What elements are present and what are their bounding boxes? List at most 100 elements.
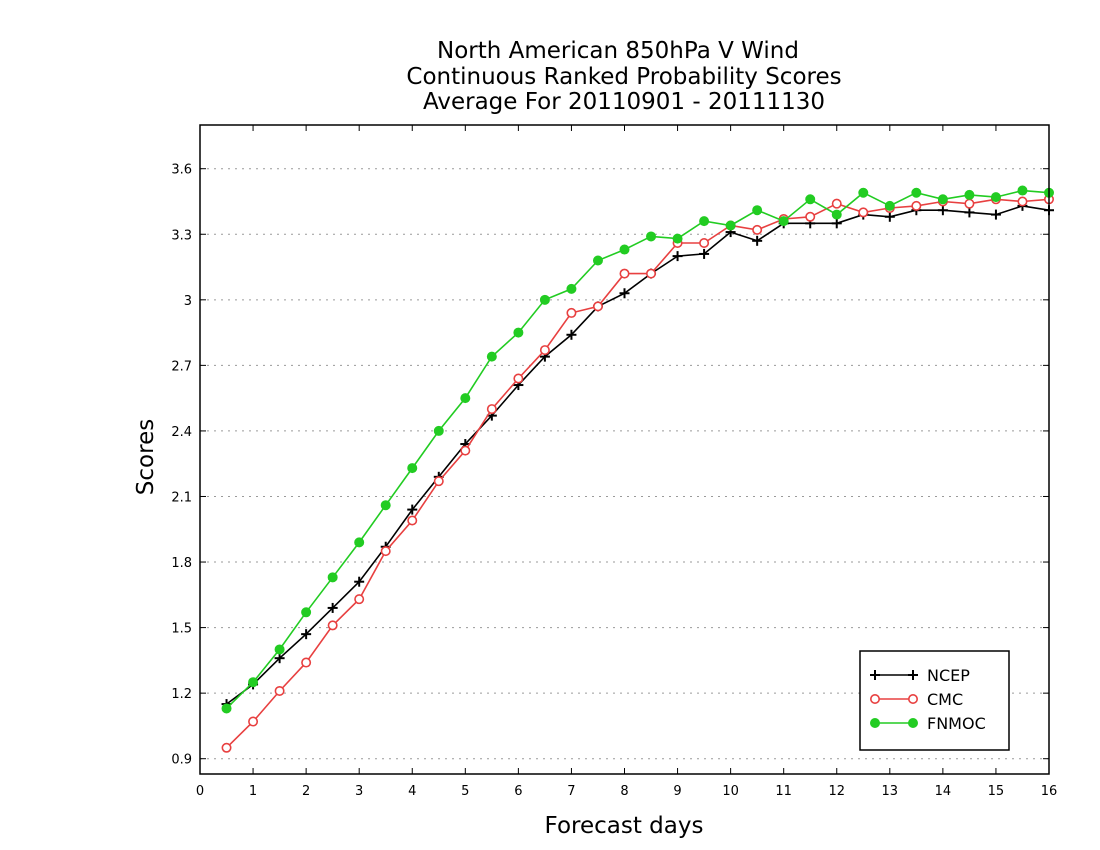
data-point-fnmoc xyxy=(990,192,1001,203)
chart-title-line-3: Average For 20110901 - 20111130 xyxy=(423,89,825,115)
data-point-cmc xyxy=(513,373,524,384)
data-point-fnmoc xyxy=(699,216,710,227)
legend-marker xyxy=(908,670,918,680)
y-tick-label: 1.2 xyxy=(171,687,192,702)
data-point-ncep xyxy=(354,576,365,587)
data-point-ncep xyxy=(407,504,418,515)
data-point-cmc xyxy=(911,200,922,211)
data-point-cmc xyxy=(752,224,763,235)
data-point-ncep xyxy=(327,602,338,613)
x-tick-label: 3 xyxy=(355,784,363,799)
data-point-fnmoc xyxy=(433,425,444,436)
x-tick-label: 12 xyxy=(828,784,845,799)
data-point-fnmoc xyxy=(301,607,312,618)
data-point-fnmoc xyxy=(805,194,816,205)
data-point-fnmoc xyxy=(831,209,842,220)
data-point-ncep xyxy=(301,629,312,640)
x-tick-label: 4 xyxy=(408,784,416,799)
y-tick-label: 1.8 xyxy=(171,556,192,571)
data-point-fnmoc xyxy=(354,537,365,548)
data-point-cmc xyxy=(646,268,657,279)
y-tick-label: 3 xyxy=(184,294,192,309)
data-point-fnmoc xyxy=(752,205,763,216)
x-tick-label: 9 xyxy=(673,784,681,799)
data-point-ncep xyxy=(699,248,710,259)
data-point-fnmoc xyxy=(460,393,471,404)
legend-marker xyxy=(908,718,918,728)
legend-label-fnmoc: FNMOC xyxy=(927,714,986,733)
data-point-ncep xyxy=(672,251,683,262)
data-point-fnmoc xyxy=(725,220,736,231)
legend-item-ncep: NCEP xyxy=(870,666,970,685)
axis-ticks: 0.91.21.51.82.12.42.733.33.60 1 2 3 4 5 6 7 8 9 10… xyxy=(171,125,1057,799)
data-point-cmc xyxy=(354,594,365,605)
data-point-ncep xyxy=(619,288,630,299)
legend-item-cmc: CMC xyxy=(869,690,963,709)
data-point-fnmoc xyxy=(248,677,259,688)
data-point-cmc xyxy=(858,207,869,218)
data-point-fnmoc xyxy=(778,216,789,227)
data-point-fnmoc xyxy=(486,351,497,362)
data-point-fnmoc xyxy=(566,283,577,294)
data-point-cmc xyxy=(619,268,630,279)
data-point-ncep xyxy=(566,329,577,340)
legend-marker xyxy=(869,693,880,704)
x-tick-label: 14 xyxy=(935,784,952,799)
y-tick-label: 3.3 xyxy=(171,228,192,243)
legend-marker xyxy=(870,670,880,680)
data-point-fnmoc xyxy=(1017,185,1028,196)
data-point-fnmoc xyxy=(380,500,391,511)
x-axis-label: Forecast days xyxy=(545,813,704,839)
x-tick-label: 16 xyxy=(1041,784,1058,799)
legend-box xyxy=(859,650,1010,751)
data-point-cmc xyxy=(699,238,710,249)
data-point-cmc xyxy=(301,657,312,668)
data-point-cmc xyxy=(274,685,285,696)
series-layer xyxy=(221,185,1055,753)
series-fnmoc xyxy=(221,185,1054,714)
y-tick-label: 3.6 xyxy=(171,163,192,178)
series-line-ncep xyxy=(226,205,1050,705)
data-point-fnmoc xyxy=(221,703,232,714)
data-point-cmc xyxy=(964,198,975,209)
data-point-cmc xyxy=(460,445,471,456)
data-point-cmc xyxy=(248,716,259,727)
data-point-ncep xyxy=(831,218,842,229)
y-axis-label: Scores xyxy=(133,419,159,495)
data-point-fnmoc xyxy=(911,187,922,198)
data-point-cmc xyxy=(433,476,444,487)
data-point-cmc xyxy=(539,345,550,356)
data-point-ncep xyxy=(752,235,763,246)
legend-label-cmc: CMC xyxy=(927,690,963,709)
data-point-fnmoc xyxy=(672,233,683,244)
data-point-ncep xyxy=(937,205,948,216)
data-point-cmc xyxy=(221,742,232,753)
legend-item-fnmoc: FNMOC xyxy=(870,714,986,733)
data-point-fnmoc xyxy=(646,231,657,242)
x-tick-label: 7 xyxy=(567,784,575,799)
data-point-cmc xyxy=(327,620,338,631)
legend-label-ncep: NCEP xyxy=(927,666,970,685)
legend-marker xyxy=(870,718,880,728)
x-tick-label: 15 xyxy=(988,784,1005,799)
data-point-cmc xyxy=(380,546,391,557)
x-tick-label: 8 xyxy=(620,784,628,799)
y-tick-label: 2.4 xyxy=(171,425,192,440)
data-point-fnmoc xyxy=(884,200,895,211)
series-line-fnmoc xyxy=(225,189,1050,709)
data-point-fnmoc xyxy=(513,327,524,338)
x-tick-label: 10 xyxy=(722,784,739,799)
x-tick-label: 1 xyxy=(249,784,257,799)
data-point-cmc xyxy=(831,198,842,209)
data-point-cmc xyxy=(805,211,816,222)
data-point-fnmoc xyxy=(858,187,869,198)
data-point-cmc xyxy=(1017,196,1028,207)
data-point-cmc xyxy=(566,307,577,318)
chart-title-line-1: North American 850hPa V Wind xyxy=(437,38,799,64)
chart-title-line-2: Continuous Ranked Probability Scores xyxy=(406,64,841,90)
data-point-fnmoc xyxy=(274,644,285,655)
x-tick-label: 5 xyxy=(461,784,469,799)
data-point-fnmoc xyxy=(407,463,418,474)
x-tick-label: 13 xyxy=(882,784,899,799)
